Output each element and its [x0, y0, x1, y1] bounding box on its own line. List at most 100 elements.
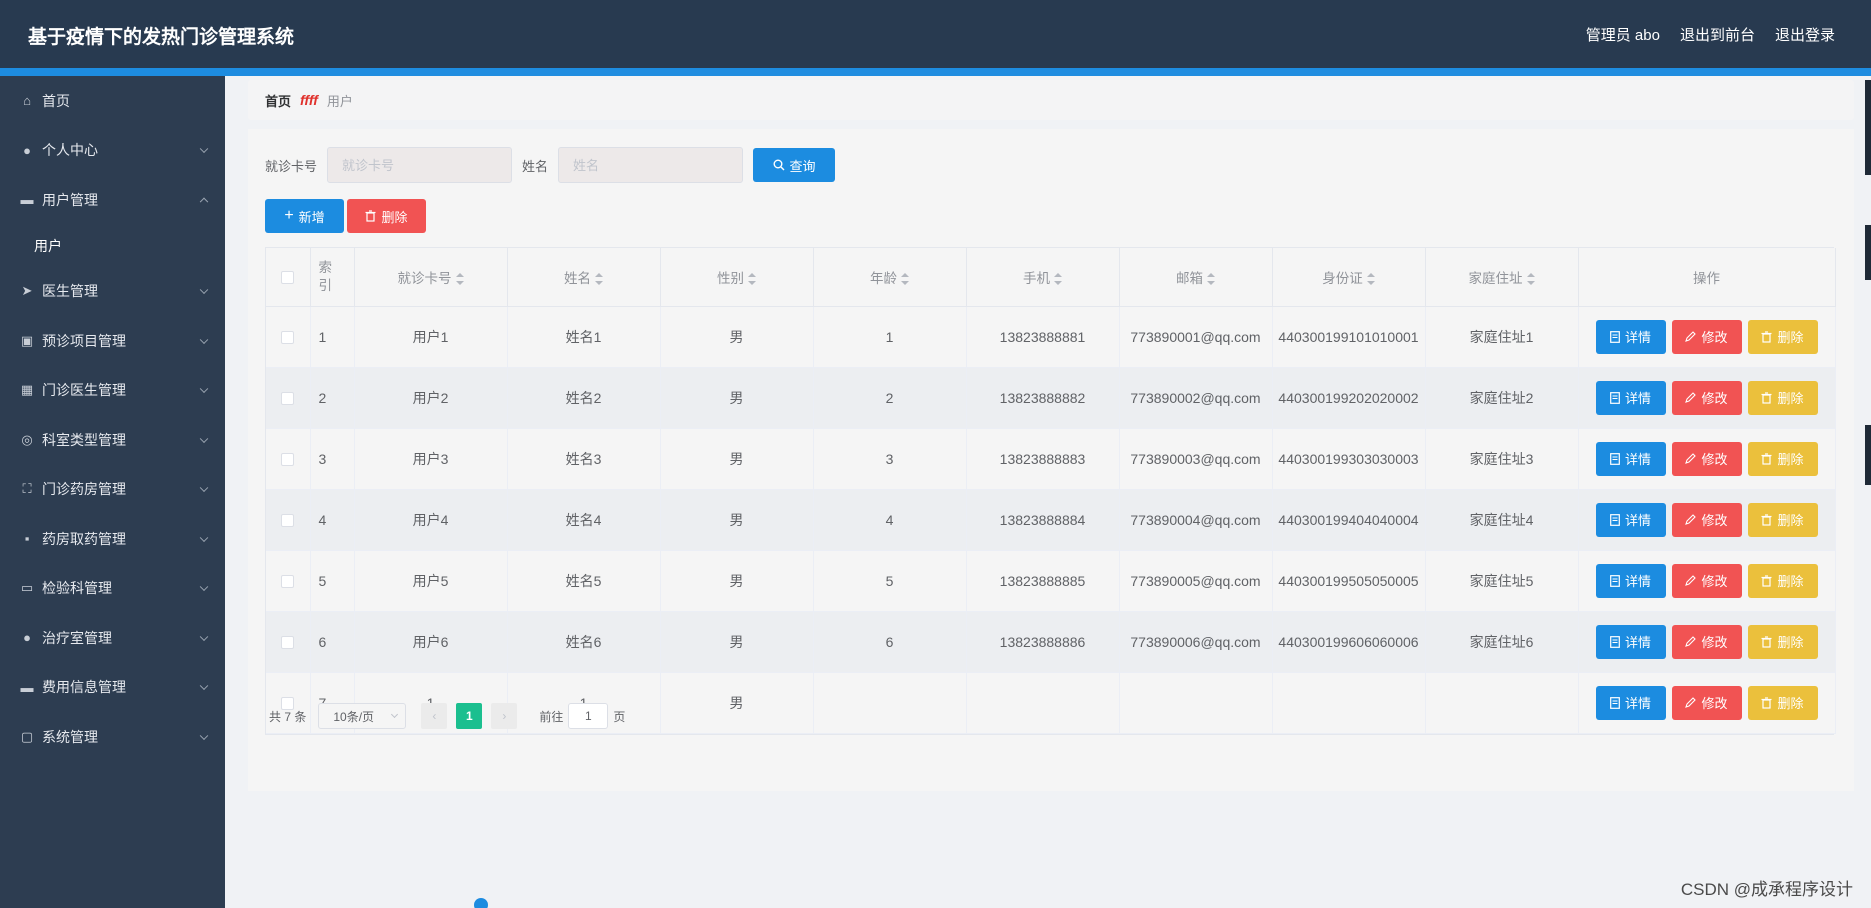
batch-delete-button[interactable]: 删除	[347, 199, 426, 233]
sidebar-item-label: 科室类型管理	[42, 431, 126, 448]
detail-button[interactable]: 详情	[1595, 685, 1666, 720]
col-age[interactable]: 年龄	[813, 248, 967, 307]
sort-icon[interactable]	[1054, 273, 1062, 286]
sidebar-item-label: 药房取药管理	[42, 530, 126, 547]
cell-id-card: 440300199404040004	[1272, 489, 1426, 551]
batch-delete-label: 删除	[381, 209, 408, 225]
page-size-select[interactable]: 10条/页	[318, 703, 407, 729]
detail-label: 详情	[1624, 635, 1651, 650]
row-checkbox[interactable]	[281, 697, 295, 711]
prev-page-button[interactable]: ‹	[421, 703, 448, 729]
edit-button[interactable]: 修改	[1671, 685, 1742, 720]
detail-label: 详情	[1624, 513, 1651, 528]
row-checkbox[interactable]	[281, 514, 295, 528]
delete-label: 删除	[1777, 391, 1804, 406]
detail-button[interactable]: 详情	[1595, 563, 1666, 598]
row-checkbox[interactable]	[281, 575, 295, 589]
sidebar-item-7[interactable]: ⛶ 门诊药房管理	[0, 465, 225, 515]
sort-icon[interactable]	[595, 273, 603, 286]
edit-button[interactable]: 修改	[1671, 563, 1742, 598]
edit-button[interactable]: 修改	[1671, 502, 1742, 537]
sort-icon[interactable]	[748, 273, 756, 286]
col-address[interactable]: 家庭住址	[1425, 248, 1579, 307]
edit-button[interactable]: 修改	[1671, 380, 1742, 415]
edit-label: 修改	[1701, 391, 1728, 406]
row-checkbox[interactable]	[281, 331, 295, 345]
delete-button[interactable]: 删除	[1747, 624, 1818, 659]
add-button[interactable]: + 新增	[265, 199, 344, 233]
document-icon	[1610, 452, 1620, 465]
breadcrumb-home[interactable]: 首页	[265, 93, 292, 109]
pagination: 共 7 条 10条/页 ‹ 1 › 前往 页	[269, 703, 625, 729]
sidebar-subitem-user[interactable]: 用户	[34, 237, 62, 254]
next-page-button[interactable]: ›	[491, 703, 518, 729]
sidebar-item-5[interactable]: ▦ 门诊医生管理	[0, 366, 225, 416]
chat-icon: ▬	[20, 192, 34, 208]
sidebar-item-3[interactable]: ➤ 医生管理	[0, 267, 225, 317]
name-input[interactable]	[558, 147, 744, 183]
detail-button[interactable]: 详情	[1595, 380, 1666, 415]
select-all-header	[266, 248, 311, 307]
sidebar-item-8[interactable]: ▪ 药房取药管理	[0, 514, 225, 564]
delete-button[interactable]: 删除	[1747, 319, 1818, 354]
detail-button[interactable]: 详情	[1595, 441, 1666, 476]
sort-icon[interactable]	[901, 273, 909, 286]
row-select-cell	[266, 672, 311, 734]
edit-button[interactable]: 修改	[1671, 319, 1742, 354]
col-name[interactable]: 姓名	[507, 248, 661, 307]
row-checkbox[interactable]	[281, 636, 295, 650]
detail-label: 详情	[1624, 696, 1651, 711]
card-number-input[interactable]	[327, 147, 513, 183]
sidebar-item-12[interactable]: ▢ 系统管理	[0, 712, 225, 762]
edit-button[interactable]: 修改	[1671, 441, 1742, 476]
col-card-number[interactable]: 就诊卡号	[354, 248, 508, 307]
delete-button[interactable]: 删除	[1747, 685, 1818, 720]
row-operations: 详情 修改 删除	[1578, 428, 1836, 490]
sidebar-item-10[interactable]: ● 治疗室管理	[0, 613, 225, 663]
detail-label: 详情	[1624, 574, 1651, 589]
col-phone[interactable]: 手机	[966, 248, 1120, 307]
col-id-card[interactable]: 身份证	[1272, 248, 1426, 307]
send-icon: ➤	[21, 283, 33, 299]
sort-icon[interactable]	[1207, 273, 1215, 286]
sort-icon[interactable]	[455, 273, 464, 286]
row-checkbox[interactable]	[281, 392, 295, 406]
sidebar-item-label: 检验科管理	[42, 580, 112, 597]
add-button-label: 新增	[298, 209, 325, 225]
cell-email: 773890006@qq.com	[1119, 611, 1273, 673]
back-to-front-link[interactable]: 退出到前台	[1679, 27, 1755, 44]
cell-age: 2	[813, 367, 967, 429]
col-email[interactable]: 邮箱	[1119, 248, 1273, 307]
sidebar-item-1[interactable]: ● 个人中心	[0, 126, 225, 176]
message-icon: ▢	[20, 728, 34, 744]
detail-button[interactable]: 详情	[1595, 319, 1666, 354]
goto-label: 前往	[539, 709, 564, 724]
delete-button[interactable]: 删除	[1747, 563, 1818, 598]
detail-button[interactable]: 详情	[1595, 624, 1666, 659]
target-icon: ◎	[21, 431, 33, 447]
table-row: 4 用户4 姓名4 男 4 13823888884 773890004@qq.com 4403…	[266, 489, 1836, 551]
row-checkbox[interactable]	[281, 453, 295, 467]
delete-button[interactable]: 删除	[1747, 380, 1818, 415]
sort-icon[interactable]	[1526, 273, 1535, 286]
sort-icon[interactable]	[1366, 273, 1375, 286]
sidebar-item-11[interactable]: ▬ 费用信息管理	[0, 663, 225, 713]
delete-button[interactable]: 删除	[1747, 502, 1818, 537]
sidebar-item-9[interactable]: ▭ 检验科管理	[0, 564, 225, 614]
col-gender[interactable]: 性别	[660, 248, 814, 307]
sidebar-item-0[interactable]: ⌂ 首页	[0, 76, 225, 126]
sidebar-item-6[interactable]: ◎ 科室类型管理	[0, 415, 225, 465]
logout-link[interactable]: 退出登录	[1774, 27, 1835, 44]
sidebar-item-2[interactable]: ▬ 用户管理	[0, 175, 225, 225]
goto-page-input[interactable]	[568, 703, 609, 729]
page-number-current[interactable]: 1	[456, 703, 483, 729]
delete-button[interactable]: 删除	[1747, 441, 1818, 476]
search-button[interactable]: 查询	[753, 148, 836, 182]
cell-card: 用户4	[354, 489, 508, 551]
edit-button[interactable]: 修改	[1671, 624, 1742, 659]
chevron-up-icon	[199, 197, 209, 206]
detail-button[interactable]: 详情	[1595, 502, 1666, 537]
detail-label: 详情	[1624, 330, 1651, 345]
sidebar-item-4[interactable]: ▣ 预诊项目管理	[0, 316, 225, 366]
select-all-checkbox[interactable]	[281, 271, 295, 285]
